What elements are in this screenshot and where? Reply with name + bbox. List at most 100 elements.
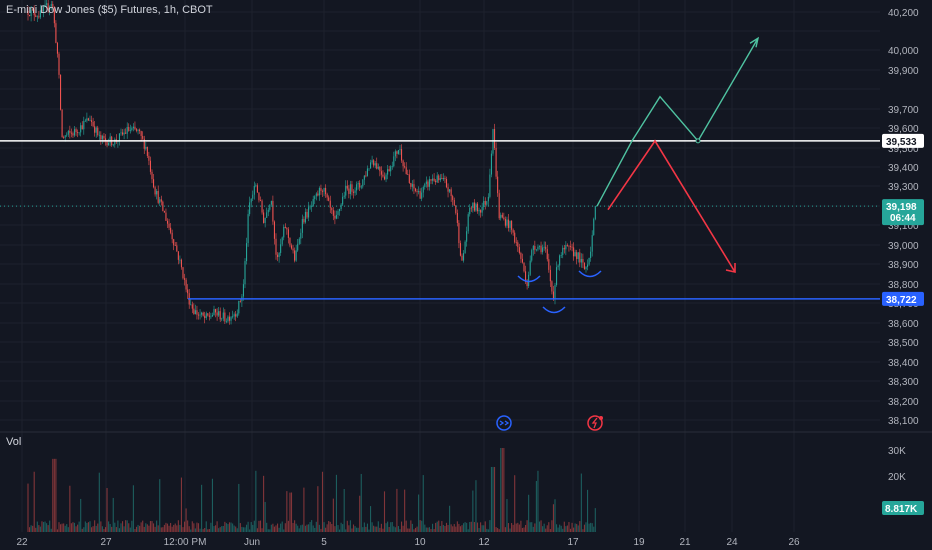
candle-body bbox=[112, 144, 114, 146]
volume-bar bbox=[374, 526, 376, 532]
volume-bar bbox=[473, 522, 475, 532]
volume-bar bbox=[80, 498, 82, 532]
candle-body bbox=[495, 147, 497, 177]
volume-bar bbox=[170, 522, 172, 532]
candle-body bbox=[247, 214, 249, 244]
candle-body bbox=[494, 128, 496, 148]
candle-body bbox=[205, 313, 207, 319]
volume-bar bbox=[396, 488, 398, 532]
candle-body bbox=[402, 160, 404, 167]
candle-body bbox=[30, 9, 32, 17]
candle-body bbox=[373, 160, 375, 166]
candle-body bbox=[173, 239, 175, 246]
volume-bar bbox=[267, 529, 269, 532]
candle-body bbox=[114, 139, 116, 145]
candle-body bbox=[242, 284, 244, 297]
price-tick-label: 38,300 bbox=[888, 377, 919, 388]
volume-bar bbox=[529, 522, 531, 532]
candle-body bbox=[452, 196, 454, 201]
candle-body bbox=[134, 126, 136, 130]
candle-body bbox=[208, 315, 210, 317]
support-price-badge-bg bbox=[882, 291, 924, 306]
candle-body bbox=[455, 205, 457, 214]
price-tick-label: 39,300 bbox=[888, 182, 919, 193]
volume-tick-label: 30K bbox=[888, 446, 906, 457]
candle-body bbox=[352, 191, 355, 193]
volume-bar bbox=[66, 524, 68, 532]
candle-body bbox=[174, 245, 176, 246]
candle-body bbox=[456, 213, 458, 223]
volume-bar bbox=[159, 479, 161, 532]
volume-bar bbox=[569, 528, 572, 532]
volume-bar bbox=[97, 523, 99, 532]
candle-body bbox=[91, 120, 93, 122]
candle-body bbox=[320, 187, 322, 191]
candle-body bbox=[515, 242, 517, 244]
volume-bar bbox=[356, 527, 358, 532]
candle-body bbox=[480, 210, 482, 213]
candle-body bbox=[529, 260, 531, 275]
volume-bar bbox=[573, 527, 575, 532]
volume-bar bbox=[208, 529, 210, 532]
candle-body bbox=[326, 194, 328, 198]
volume-bar bbox=[490, 466, 492, 532]
candle-body bbox=[284, 226, 286, 229]
candle-body bbox=[427, 181, 429, 187]
candle-body bbox=[514, 232, 516, 243]
volume-bar bbox=[86, 522, 88, 532]
volume-bar bbox=[309, 522, 311, 532]
candle-body bbox=[428, 179, 430, 187]
volume-bar bbox=[411, 523, 413, 532]
volume-bar bbox=[199, 528, 201, 532]
volume-bar bbox=[365, 526, 367, 532]
volume-bar bbox=[101, 526, 103, 532]
candle-body bbox=[441, 178, 443, 180]
volume-bar bbox=[184, 521, 186, 532]
volume-bar bbox=[160, 527, 162, 532]
volume-bar bbox=[461, 525, 463, 532]
volume-bar bbox=[63, 523, 65, 532]
volume-bar bbox=[261, 528, 263, 532]
volume-bar bbox=[579, 521, 581, 532]
candle-body bbox=[546, 249, 548, 260]
candle-body bbox=[565, 245, 567, 250]
volume-bar bbox=[188, 526, 190, 532]
volume-bar bbox=[523, 527, 525, 532]
candle-body bbox=[325, 187, 327, 195]
candle-body bbox=[101, 135, 103, 140]
volume-bar bbox=[535, 481, 537, 532]
volume-bar bbox=[591, 523, 593, 532]
candle-body bbox=[449, 189, 451, 192]
volume-bar bbox=[194, 528, 196, 532]
candle-body bbox=[552, 291, 554, 299]
candle-body bbox=[246, 243, 248, 262]
volume-bar bbox=[153, 523, 155, 532]
time-tick-label: 12:00 PM bbox=[164, 537, 207, 548]
volume-bar bbox=[140, 522, 142, 532]
candle-body bbox=[568, 245, 570, 247]
candle-body bbox=[292, 248, 294, 251]
candle-body bbox=[503, 217, 505, 220]
candle-body bbox=[153, 179, 155, 188]
volume-bar bbox=[453, 524, 455, 532]
volume-bar bbox=[385, 523, 387, 532]
volume-bar bbox=[464, 522, 466, 532]
candle-body bbox=[259, 200, 262, 202]
candle-body bbox=[244, 261, 246, 285]
bullish-arrowhead bbox=[749, 36, 760, 48]
volume-bar bbox=[95, 525, 97, 532]
candle-body bbox=[531, 250, 533, 261]
dividend-event-icon[interactable] bbox=[496, 415, 512, 431]
time-axis[interactable]: 22 27 12:00 PM Jun 5 10 12 17 19 21 24 26 bbox=[16, 537, 800, 548]
volume-bar bbox=[349, 520, 351, 532]
candle-body bbox=[53, 8, 55, 24]
candle-body bbox=[252, 194, 254, 199]
earnings-event-icon[interactable] bbox=[587, 415, 603, 431]
price-axis[interactable]: 40,200 40,000 39,900 39,700 39,600 39,500 39,4… bbox=[882, 8, 924, 427]
volume-bar bbox=[92, 526, 94, 532]
grid-lines bbox=[0, 0, 932, 532]
candle-body bbox=[453, 200, 455, 206]
volume-bar bbox=[433, 529, 435, 532]
